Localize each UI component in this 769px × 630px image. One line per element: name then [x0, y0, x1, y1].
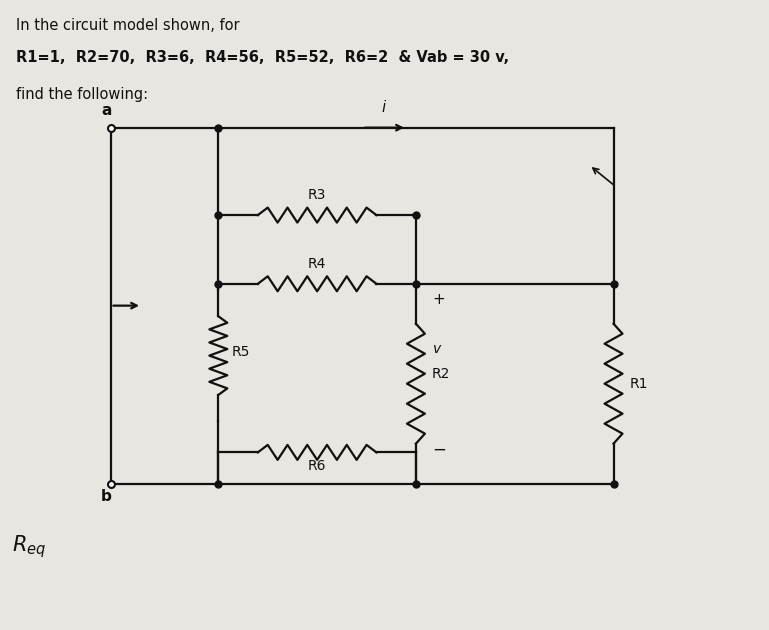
Text: a: a	[101, 103, 112, 118]
Text: b: b	[101, 489, 112, 504]
Text: $v$: $v$	[432, 342, 442, 357]
Text: R2: R2	[432, 367, 451, 381]
Text: $i$: $i$	[381, 99, 388, 115]
Text: +: +	[432, 292, 444, 307]
Text: R6: R6	[308, 459, 326, 473]
Text: −: −	[432, 440, 446, 458]
Text: R4: R4	[308, 257, 326, 271]
Text: R1=1,  R2=70,  R3=6,  R4=56,  R5=52,  R6=2  & Vab = 30 v,: R1=1, R2=70, R3=6, R4=56, R5=52, R6=2 & …	[16, 50, 509, 65]
Text: R3: R3	[308, 188, 326, 202]
Text: R5: R5	[231, 345, 250, 360]
Text: R1: R1	[630, 377, 648, 391]
Text: In the circuit model shown, for: In the circuit model shown, for	[16, 18, 240, 33]
Text: $R_{eq}$: $R_{eq}$	[12, 534, 46, 560]
Text: find the following:: find the following:	[16, 87, 148, 102]
